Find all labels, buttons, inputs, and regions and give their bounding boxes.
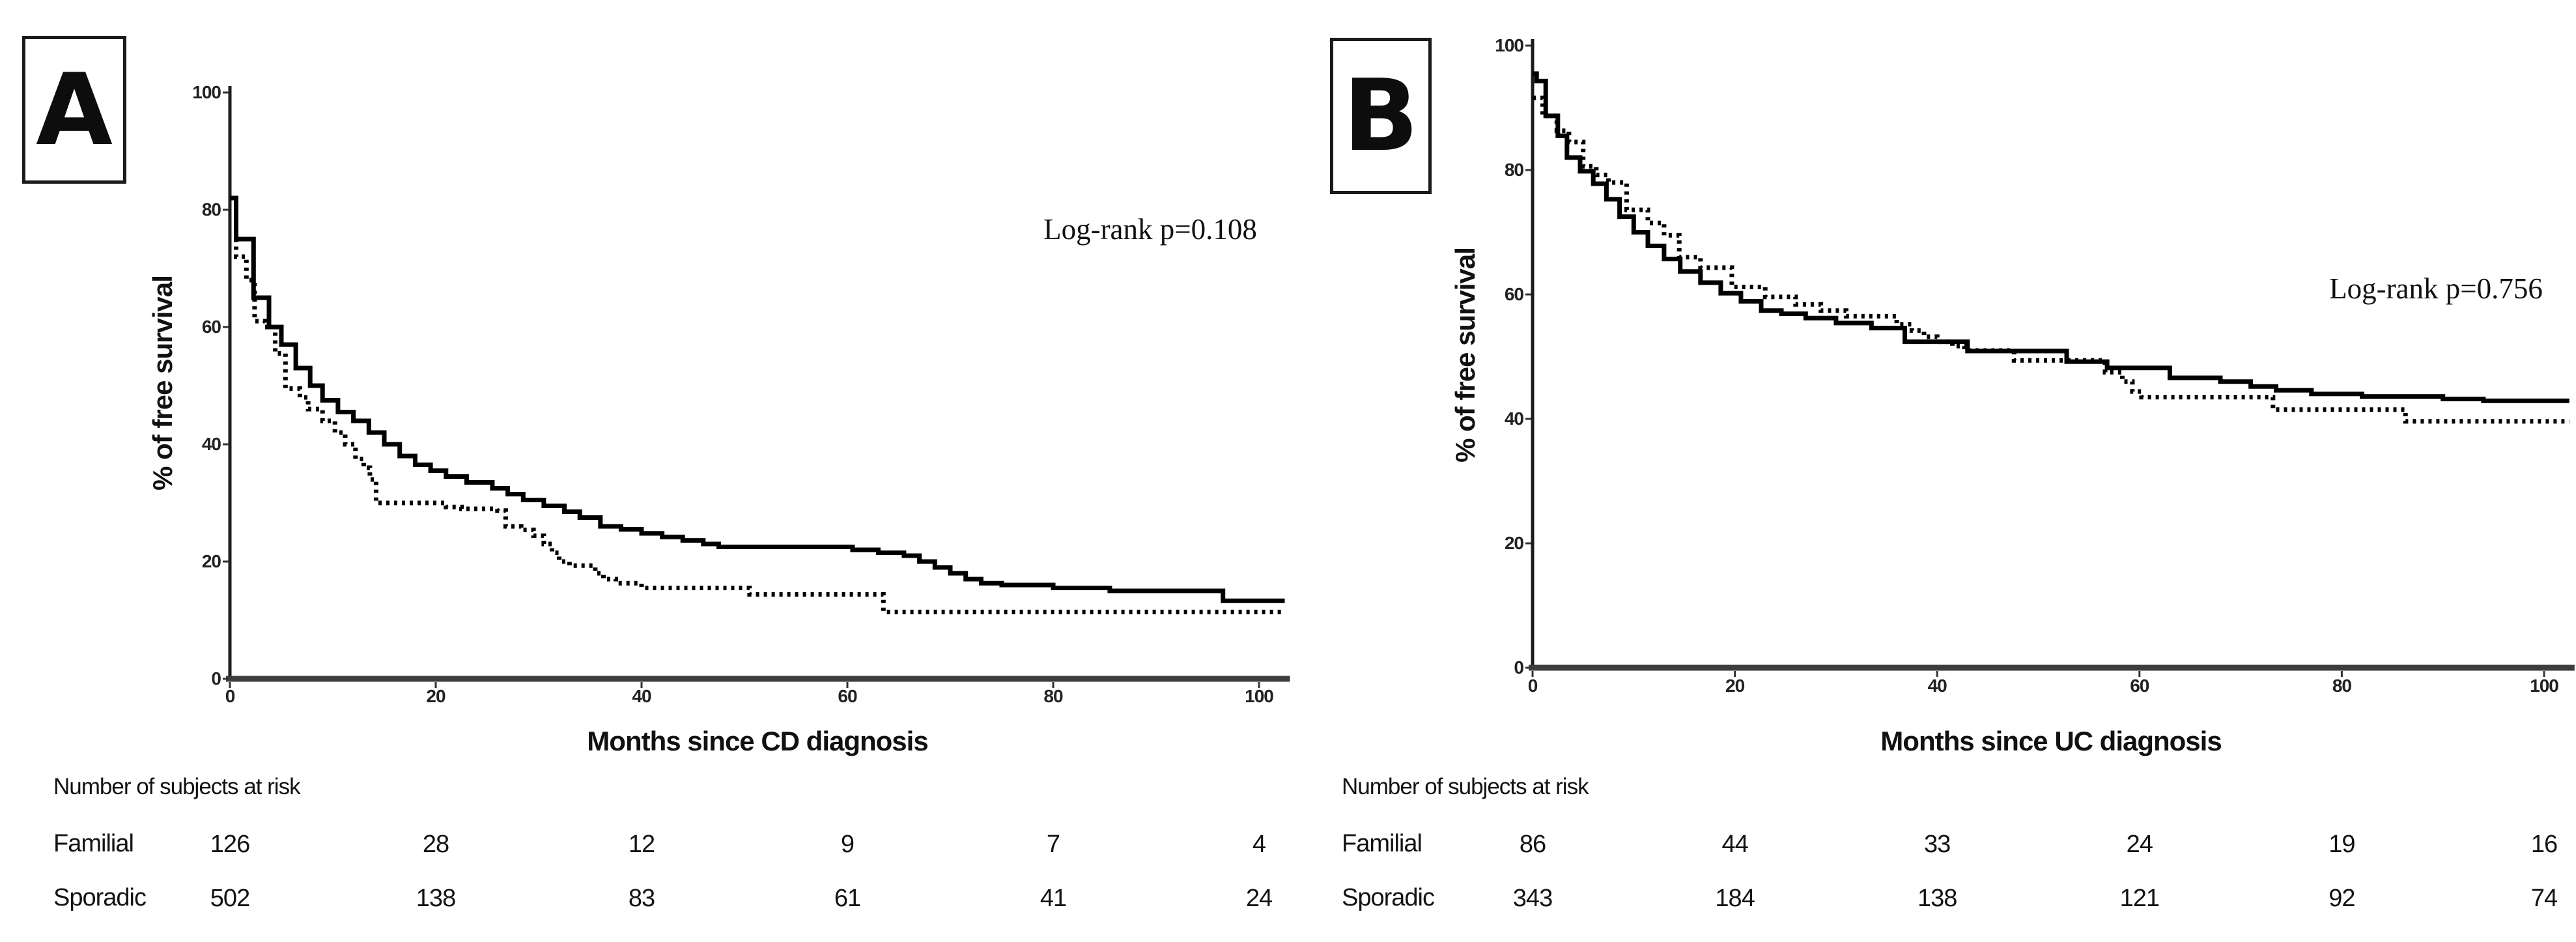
x-tick-mark-B [1936, 671, 1938, 677]
y-tick-mark-A [223, 560, 229, 563]
y-tick-label-B: 20 [1504, 533, 1524, 553]
y-tick-label-A: 60 [201, 317, 221, 337]
x-tick-label-A: 60 [838, 686, 857, 706]
x-tick-mark-B [2138, 671, 2141, 677]
x-tick-mark-B [1734, 671, 1736, 677]
y-tick-mark-B [1525, 169, 1531, 171]
x-tick-mark-A [846, 682, 849, 688]
risk-table-title-B: Number of subjects at risk [1342, 774, 1589, 799]
risk-value-B-Familial: 44 [1721, 831, 1748, 858]
y-axis-line-A [228, 86, 232, 679]
y-tick-mark-B [1525, 418, 1531, 420]
dotted-curve-B [1533, 95, 2569, 424]
x-tick-label-A: 20 [426, 686, 446, 706]
y-tick-mark-A [223, 91, 229, 94]
x-tick-label-B: 0 [1527, 676, 1538, 696]
y-tick-label-A: 20 [201, 551, 221, 571]
risk-value-B-Sporadic: 92 [2328, 885, 2355, 912]
x-tick-label-A: 40 [632, 686, 651, 706]
panel-letter-A: A [36, 51, 113, 167]
x-tick-mark-B [2340, 671, 2343, 677]
dotted-curve-A [230, 195, 1285, 614]
x-tick-label-B: 20 [1725, 676, 1745, 696]
solid-curve-A [230, 195, 1285, 603]
risk-value-B-Sporadic: 343 [1512, 885, 1553, 912]
risk-value-B-Familial: 33 [1924, 831, 1951, 858]
risk-value-A-Familial: 126 [210, 831, 250, 858]
y-tick-label-A: 100 [192, 82, 221, 102]
y-tick-mark-A [223, 208, 229, 211]
risk-row-label-familial-B: Familial [1342, 830, 1422, 857]
risk-value-A-Familial: 12 [628, 831, 655, 858]
y-tick-label-A: 0 [211, 668, 221, 689]
y-tick-label-B: 0 [1514, 657, 1524, 678]
risk-value-B-Sporadic: 74 [2530, 885, 2558, 912]
log-rank-annotation-A: Log-rank p=0.108 [1043, 213, 1257, 246]
x-axis-line-B [1529, 664, 2575, 671]
y-tick-label-B: 100 [1495, 35, 1524, 55]
y-tick-label-A: 40 [201, 434, 221, 454]
risk-value-B-Familial: 19 [2328, 831, 2355, 858]
risk-value-B-Familial: 86 [1519, 831, 1546, 858]
x-tick-mark-B [2543, 671, 2545, 677]
risk-value-A-Sporadic: 138 [416, 885, 456, 912]
y-axis-title-A: % of free survival [147, 276, 178, 491]
y-tick-mark-B [1525, 666, 1531, 669]
x-axis-title-B: Months since UC diagnosis [1880, 726, 2222, 756]
risk-value-A-Sporadic: 61 [834, 885, 861, 912]
y-tick-label-B: 40 [1504, 408, 1524, 429]
risk-value-A-Familial: 7 [1046, 831, 1060, 858]
risk-row-label-sporadic-B: Sporadic [1342, 884, 1435, 911]
y-tick-mark-B [1525, 293, 1531, 296]
x-tick-mark-A [434, 682, 437, 688]
y-tick-mark-B [1525, 44, 1531, 47]
x-tick-label-B: 60 [2130, 676, 2149, 696]
risk-value-A-Sporadic: 502 [210, 885, 250, 912]
y-axis-title-B: % of free survival [1450, 248, 1480, 463]
risk-value-A-Familial: 4 [1252, 831, 1266, 858]
x-tick-label-B: 40 [1927, 676, 1947, 696]
panel-label-box-A: A [22, 36, 126, 184]
risk-value-B-Familial: 24 [2126, 831, 2153, 858]
risk-value-B-Sporadic: 138 [1917, 885, 1957, 912]
risk-value-B-Sporadic: 121 [2119, 885, 2160, 912]
y-tick-label-A: 80 [201, 199, 221, 220]
solid-curve-B [1533, 71, 2569, 403]
risk-value-B-Familial: 16 [2530, 831, 2558, 858]
y-tick-label-B: 80 [1504, 160, 1524, 180]
x-tick-label-B: 100 [2530, 676, 2559, 696]
x-tick-mark-A [1052, 682, 1054, 688]
x-tick-label-A: 100 [1245, 686, 1274, 706]
risk-value-A-Sporadic: 24 [1245, 885, 1273, 912]
x-tick-mark-A [1258, 682, 1260, 688]
y-tick-label-B: 60 [1504, 284, 1524, 304]
x-axis-title-A: Months since CD diagnosis [587, 726, 928, 756]
panel-letter-B: B [1343, 58, 1419, 173]
x-tick-label-B: 80 [2332, 676, 2352, 696]
panel-label-box-B: B [1330, 38, 1432, 194]
risk-value-B-Sporadic: 184 [1715, 885, 1755, 912]
risk-table-title-A: Number of subjects at risk [53, 774, 301, 799]
x-tick-mark-B [1531, 671, 1534, 677]
risk-row-label-familial-A: Familial [53, 830, 134, 857]
log-rank-annotation-B: Log-rank p=0.756 [2329, 272, 2543, 305]
risk-value-A-Familial: 9 [840, 831, 855, 858]
y-tick-mark-A [223, 326, 229, 328]
x-tick-mark-A [640, 682, 643, 688]
risk-row-label-sporadic-A: Sporadic [53, 884, 147, 911]
x-axis-line-A [226, 676, 1290, 682]
y-tick-mark-A [223, 443, 229, 446]
x-tick-label-A: 0 [225, 686, 236, 706]
x-tick-label-A: 80 [1043, 686, 1063, 706]
y-axis-line-B [1531, 39, 1535, 668]
x-tick-mark-A [229, 682, 231, 688]
risk-value-A-Sporadic: 41 [1040, 885, 1067, 912]
risk-value-A-Familial: 28 [422, 831, 449, 858]
risk-value-A-Sporadic: 83 [628, 885, 655, 912]
y-tick-mark-B [1525, 542, 1531, 545]
y-tick-mark-A [223, 678, 229, 680]
